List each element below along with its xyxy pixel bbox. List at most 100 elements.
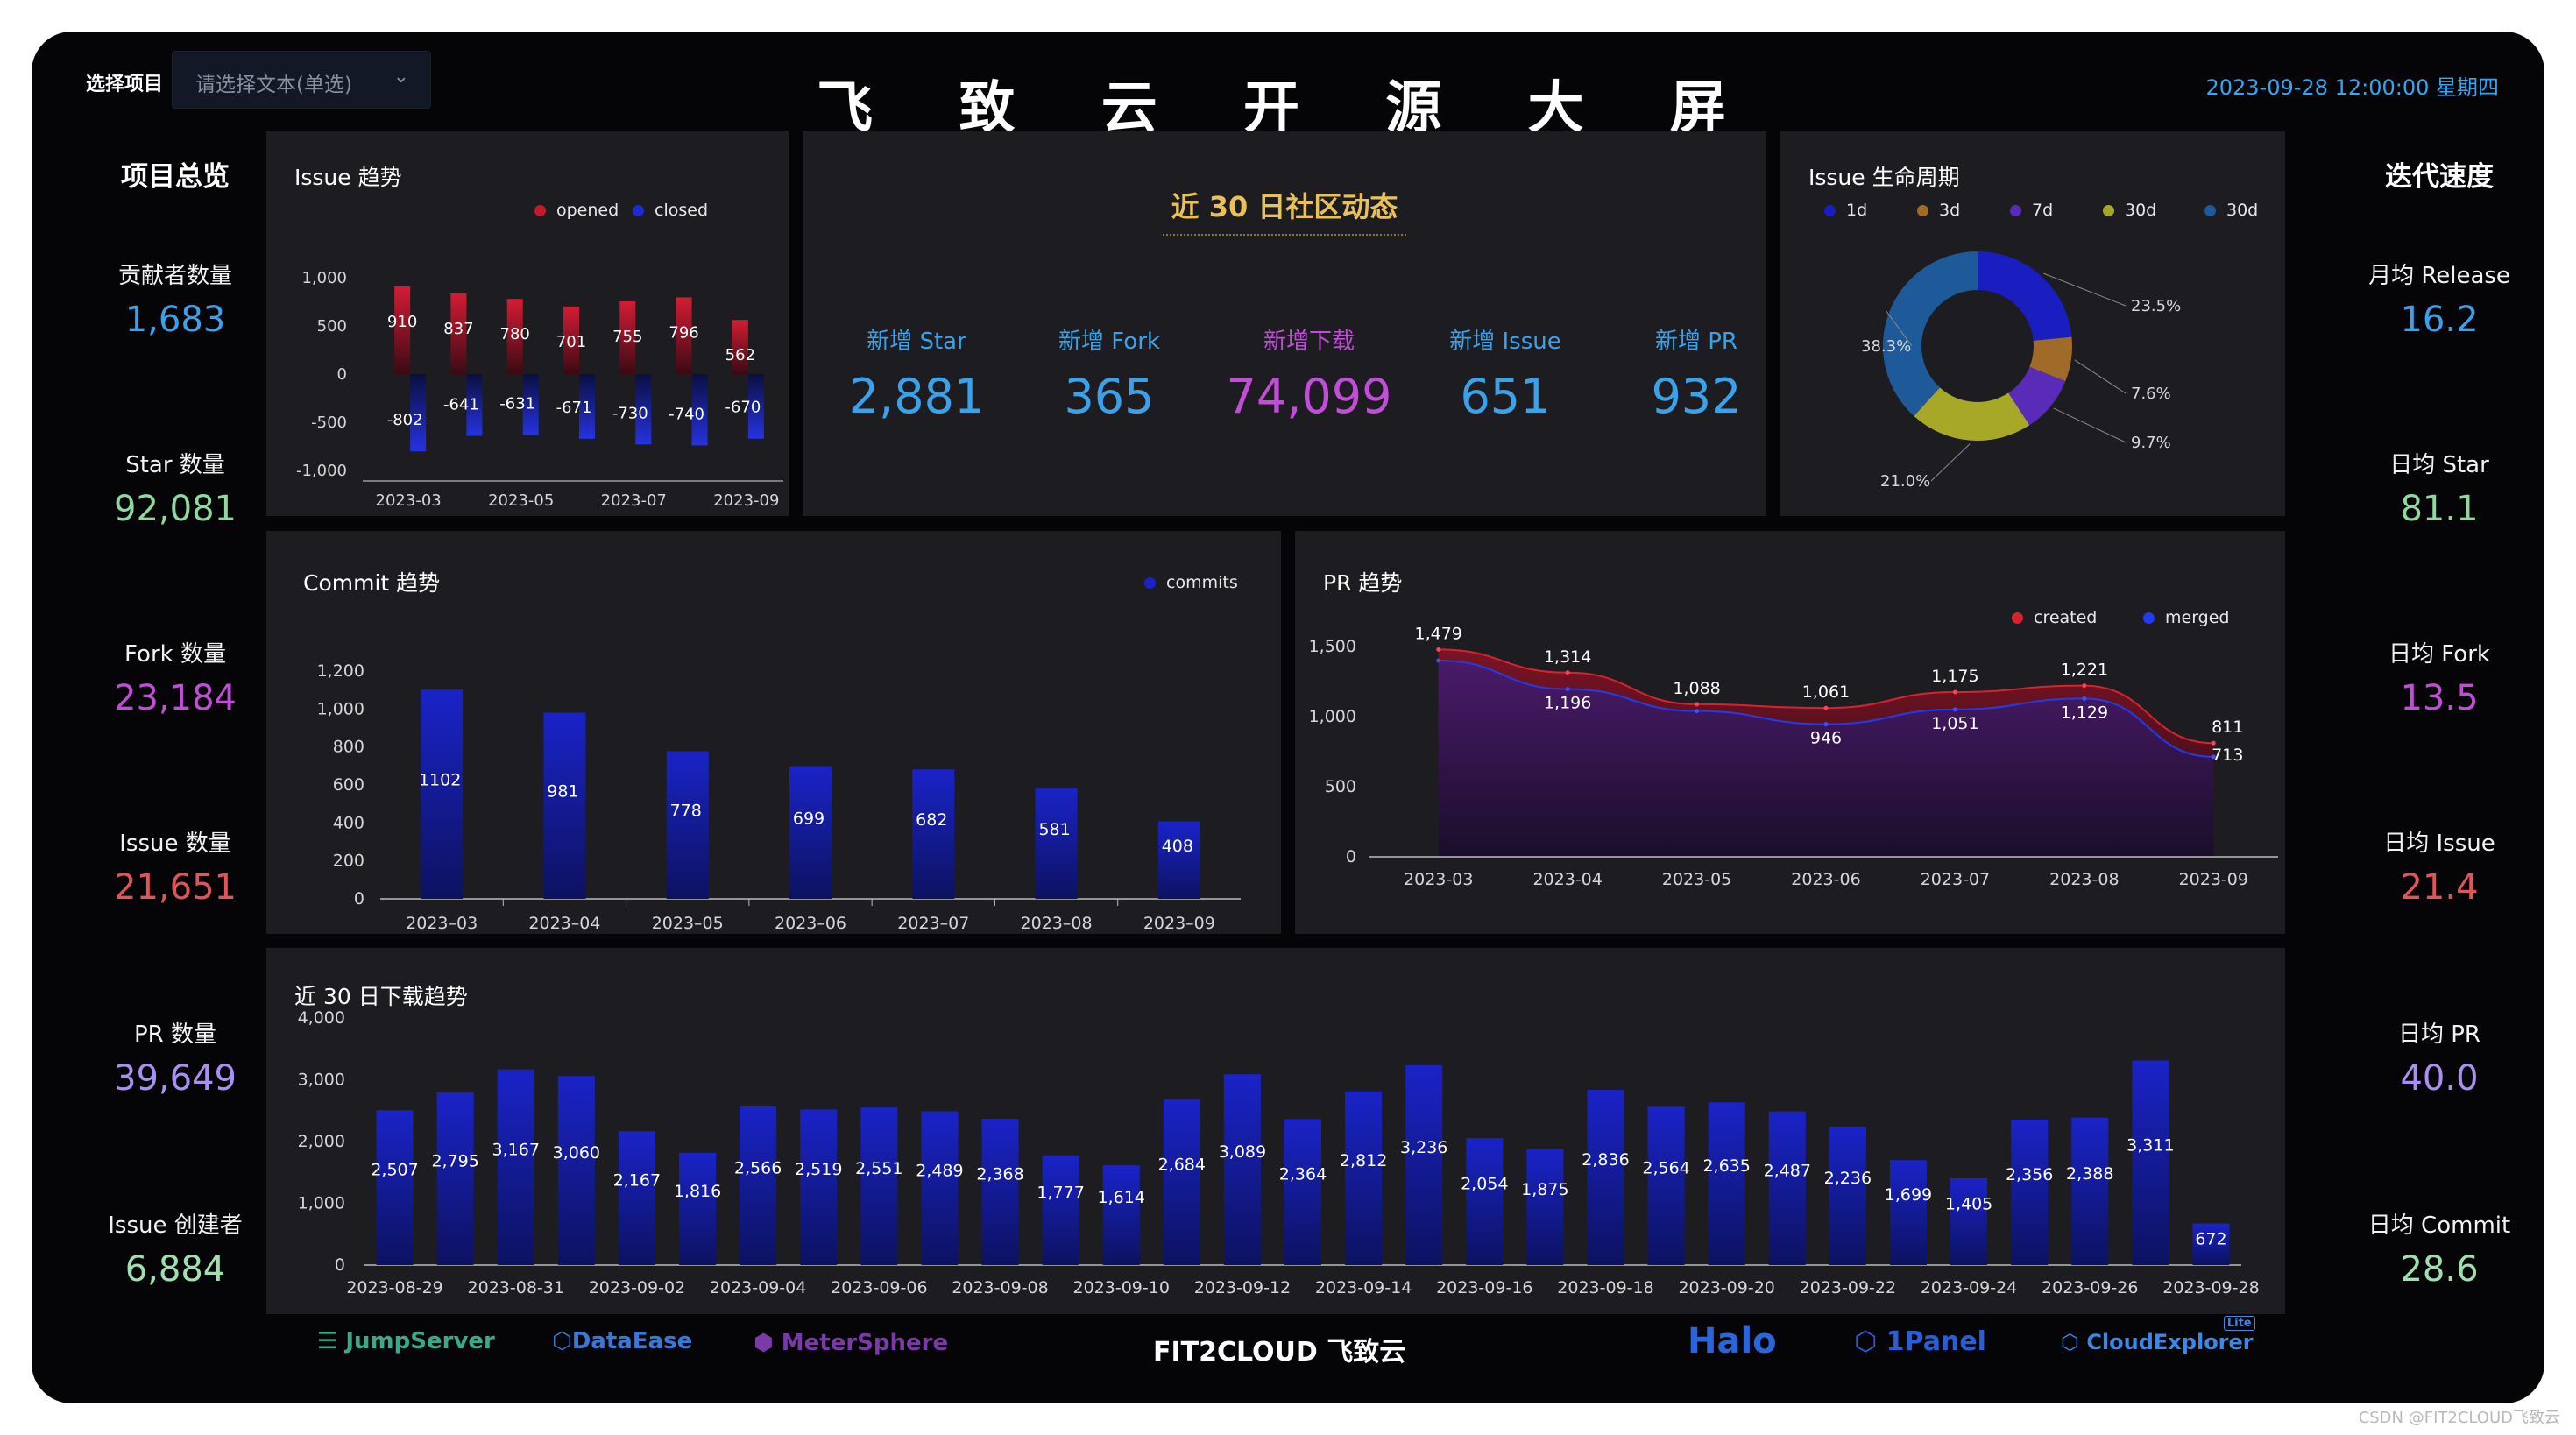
y-tick-label: 1,000: [1309, 707, 1356, 726]
downloads-panel: 近 30 日下载趋势 4,000 3,000 2,000 1,000 0 2,507 2,7…: [266, 948, 2285, 1314]
legend-opened[interactable]: opened: [534, 201, 619, 220]
lifecycle-legend-item[interactable]: 30d: [2103, 201, 2156, 220]
lifecycle-legend-item[interactable]: 30d: [2204, 201, 2258, 220]
created-value-label: 1,088: [1673, 679, 1720, 698]
community-stat-label: 新增 Issue: [1449, 329, 1561, 355]
x-tick-label: 2023-09-02: [589, 1278, 685, 1297]
x-tick-label: 2023-07: [1921, 870, 1990, 889]
pie-slice: [2008, 366, 2066, 426]
right-item-value: 81.1: [2400, 489, 2479, 529]
download-bar: [981, 1119, 1019, 1265]
created-value-label: 1,061: [1802, 682, 1850, 702]
logo-1panel[interactable]: ⬡ 1Panel: [1854, 1326, 1986, 1357]
x-tick-label: 2023-08: [2049, 870, 2119, 889]
download-bar: [1647, 1106, 1685, 1265]
commit-value-label: 408: [1162, 837, 1193, 856]
legend-dot-icon: [2103, 205, 2114, 216]
merged-point: [1952, 707, 1957, 712]
jumpserver-logo-icon: ☰: [317, 1328, 338, 1354]
download-bar: [376, 1110, 414, 1265]
created-point: [2211, 740, 2216, 746]
legend-created[interactable]: created: [2012, 608, 2097, 627]
lifecycle-legend-label: 1d: [1846, 201, 1868, 220]
commit-bar: [1035, 788, 1078, 899]
closed-bar: [635, 374, 652, 445]
opened-bar: [563, 306, 579, 374]
y-tick-label: -500: [311, 414, 347, 432]
merged-point: [2082, 696, 2087, 701]
download-value-label: 3,060: [553, 1143, 600, 1163]
overview-title: 项目总览: [121, 161, 230, 193]
opened-value-label: 701: [556, 333, 586, 351]
closed-value-label: -631: [499, 394, 535, 413]
logo-dataease[interactable]: ⬡DataEase: [552, 1328, 693, 1354]
pie-value-label: 7.6%: [2131, 385, 2171, 403]
y-tick-label: 1,200: [317, 661, 364, 681]
commit-bar: [912, 769, 955, 899]
x-tick-label: 2023–09: [1143, 914, 1215, 933]
y-tick-label: 0: [354, 889, 364, 908]
download-bar: [436, 1092, 474, 1265]
logo-jumpserver[interactable]: ☰ JumpServer: [317, 1328, 495, 1354]
left-item-label: Fork 数量: [124, 641, 226, 668]
x-tick-label: 2023-09-14: [1315, 1278, 1412, 1297]
left-item-label: 贡献者数量: [117, 263, 232, 289]
y-tick-label: 2,000: [298, 1132, 345, 1151]
created-value-label: 1,314: [1544, 647, 1591, 667]
legend-dot-icon: [1824, 205, 1836, 216]
pie-label-line: [2074, 359, 2127, 394]
legend-closed[interactable]: closed: [633, 201, 708, 220]
legend-merged[interactable]: merged: [2143, 608, 2230, 627]
created-point: [1952, 689, 1957, 695]
project-select[interactable]: 请选择文本(单选) ⌄: [172, 51, 431, 109]
commit-value-label: 682: [916, 810, 947, 830]
lifecycle-legend-item[interactable]: 3d: [1917, 201, 1960, 220]
merged-value-label: 1,129: [2061, 703, 2108, 722]
logo-cloudexplorer[interactable]: ⬡ CloudExplorer Lite: [2061, 1316, 2255, 1354]
download-value-label: 2,836: [1582, 1150, 1629, 1170]
pr-trend-chart: 1,500 1,000 500 0 1,479 2023-03 1,314 1,196 2023…: [1309, 624, 2278, 889]
logo-halo[interactable]: Halo: [1688, 1321, 1777, 1361]
pie-label-line: [1886, 310, 1913, 347]
lifecycle-legend-item[interactable]: 1d: [1824, 201, 1867, 220]
commit-bar: [421, 689, 464, 899]
closed-value-label: -641: [443, 396, 479, 414]
x-tick-label: 2023-03: [376, 491, 442, 510]
x-tick-label: 2023-09-24: [1921, 1278, 2017, 1297]
x-tick-label: 2023-09: [2179, 870, 2248, 889]
y-tick-label: 1,500: [1309, 637, 1356, 656]
download-value-label: 2,054: [1461, 1175, 1508, 1194]
pie-value-label: 21.0%: [1880, 472, 1930, 491]
logo-fit2cloud[interactable]: FIT2CLOUD 飞致云: [1153, 1337, 1406, 1368]
1panel-logo-icon: ⬡: [1854, 1326, 1878, 1357]
right-item-label: 日均 Star: [2389, 452, 2489, 478]
legend-commits[interactable]: commits: [1144, 573, 1238, 592]
right-item-value: 28.6: [2400, 1249, 2479, 1290]
pie-label-line: [2043, 272, 2127, 307]
merged-area: [1438, 661, 2214, 857]
merged-point: [1823, 722, 1829, 727]
left-item-label: Star 数量: [125, 452, 225, 478]
commit-bar: [666, 751, 709, 899]
download-bar: [2071, 1117, 2109, 1265]
x-tick-label: 2023–04: [528, 914, 600, 933]
download-bar: [2011, 1119, 2049, 1265]
x-tick-label: 2023-05: [1662, 870, 1731, 889]
merged-point: [1695, 709, 1700, 714]
opened-value-label: 780: [500, 325, 530, 343]
logo-metersphere[interactable]: ⬢ MeterSphere: [754, 1330, 949, 1356]
right-item-value: 16.2: [2400, 300, 2479, 340]
commit-value-label: 699: [793, 809, 824, 828]
x-tick-label: 2023-09-28: [2162, 1278, 2259, 1297]
commit-value-label: 981: [547, 782, 578, 802]
x-tick-label: 2023-07: [601, 491, 667, 510]
lifecycle-legend-item[interactable]: 7d: [2010, 201, 2053, 220]
download-bar: [1345, 1091, 1383, 1265]
pie-value-label: 23.5%: [2131, 297, 2181, 315]
commit-bar: [789, 766, 832, 899]
right-item-value: 21.4: [2400, 867, 2479, 908]
y-tick-label: 1,000: [298, 1194, 345, 1213]
created-value-label: 1,221: [2061, 661, 2108, 680]
download-value-label: 3,167: [492, 1140, 540, 1159]
x-tick-label: 2023-09-26: [2042, 1278, 2138, 1297]
